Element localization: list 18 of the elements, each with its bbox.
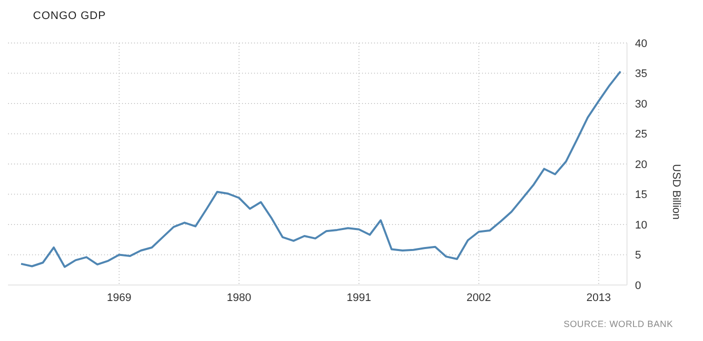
x-tick-label: 2013 bbox=[586, 292, 611, 304]
x-tick-label: 1980 bbox=[226, 292, 252, 304]
y2-tick-label: 15 bbox=[635, 189, 648, 202]
y2-tick-label: 40 bbox=[635, 38, 648, 50]
y2-tick-label: 25 bbox=[635, 128, 648, 141]
y2-axis-title: USD Billion bbox=[670, 164, 682, 220]
y2-tick-label: 0 bbox=[635, 280, 642, 292]
source-note: SOURCE: WORLD BANK bbox=[564, 319, 673, 329]
x-tick-label: 2002 bbox=[466, 292, 492, 304]
y2-tick-label: 5 bbox=[635, 250, 642, 262]
x-tick-label: 1991 bbox=[346, 292, 372, 304]
y2-tick-label: 30 bbox=[635, 98, 648, 110]
x-tick-label: 1969 bbox=[106, 292, 132, 304]
y2-tick-label: 35 bbox=[635, 68, 648, 80]
y2-tick-label: 10 bbox=[635, 219, 648, 232]
y2-tick-label: 20 bbox=[635, 158, 648, 171]
line-series bbox=[20, 70, 622, 268]
chart-title: CONGO GDP bbox=[33, 10, 106, 22]
